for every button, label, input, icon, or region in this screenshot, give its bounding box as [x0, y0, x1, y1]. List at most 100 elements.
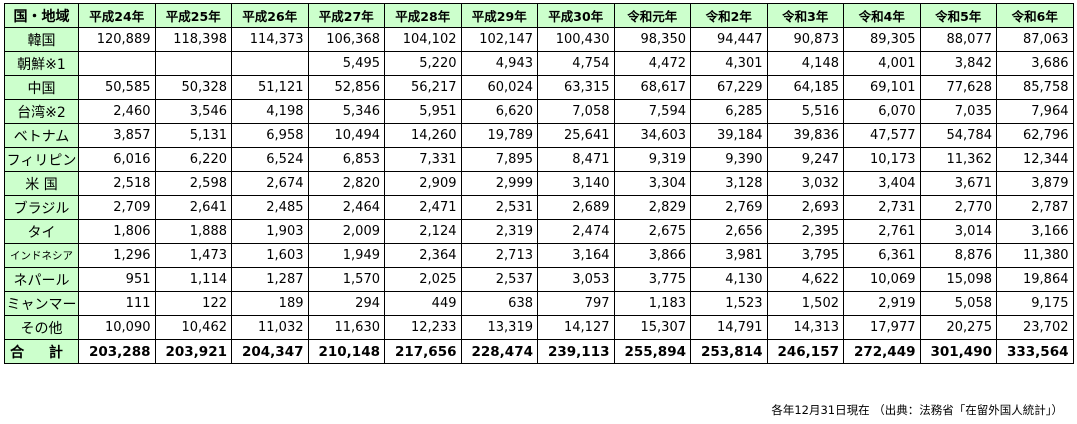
table-row: 台湾※2 2,460 3,546 4,198 5,346 5,951 6,620 7,058 7… [4, 99, 1074, 124]
value-cell: 3,795 [766, 243, 844, 268]
value-cell: 2,829 [613, 195, 691, 220]
country-label: ブラジル [4, 195, 79, 220]
value-cell: 4,198 [231, 99, 309, 124]
country-label: 韓国 [4, 27, 79, 52]
value-cell: 3,866 [613, 243, 691, 268]
table-body: 韓国 120,889 118,398 114,373 106,368 104,102 102… [4, 27, 1074, 364]
country-label: ミャンマー [4, 291, 79, 316]
source-note: 各年12月31日現在 （出典：法務省「在留外国人統計」） [771, 403, 1063, 417]
table-row: フィリピン 6,016 6,220 6,524 6,853 7,331 7,895 8,471… [4, 147, 1074, 172]
year-header: 令和4年 [843, 3, 921, 28]
value-cell: 87,063 [996, 27, 1074, 52]
table-row: ネパール 951 1,114 1,287 1,570 2,025 2,537 3,053 3,7… [4, 267, 1074, 292]
value-cell: 1,949 [307, 243, 385, 268]
value-cell: 19,789 [460, 123, 538, 148]
value-cell: 9,319 [613, 147, 691, 172]
value-cell: 1,183 [613, 291, 691, 316]
country-label: その他 [4, 315, 79, 340]
value-cell: 1,473 [154, 243, 232, 268]
table-row: 中国 50,585 50,328 51,121 52,856 56,217 60,024 63… [4, 75, 1074, 100]
table-row: タイ 1,806 1,888 1,903 2,009 2,124 2,319 2,474 2,6… [4, 219, 1074, 244]
total-cell: 272,449 [843, 339, 921, 364]
value-cell: 14,127 [537, 315, 615, 340]
value-cell: 11,630 [307, 315, 385, 340]
value-cell: 5,495 [307, 51, 385, 76]
value-cell: 2,474 [537, 219, 615, 244]
value-cell: 4,001 [843, 51, 921, 76]
value-cell: 4,622 [766, 267, 844, 292]
value-cell: 3,775 [613, 267, 691, 292]
value-cell: 2,471 [384, 195, 462, 220]
corner-header: 国・地域 [4, 3, 79, 28]
value-cell: 2,598 [154, 171, 232, 196]
value-cell: 3,879 [996, 171, 1074, 196]
value-cell: 2,761 [843, 219, 921, 244]
value-cell: 2,656 [690, 219, 768, 244]
country-label: ネパール [4, 267, 79, 292]
value-cell: 88,077 [919, 27, 997, 52]
total-row: 合 計 203,288 203,921 204,347 210,148 217,656 22… [4, 339, 1074, 364]
country-label: 中国 [4, 75, 79, 100]
value-cell: 85,758 [996, 75, 1074, 100]
value-cell: 4,148 [766, 51, 844, 76]
value-cell: 3,981 [690, 243, 768, 268]
value-cell: 6,070 [843, 99, 921, 124]
value-cell: 114,373 [231, 27, 309, 52]
table-row: 韓国 120,889 118,398 114,373 106,368 104,102 102… [4, 27, 1074, 52]
value-cell: 17,977 [843, 315, 921, 340]
value-cell: 4,754 [537, 51, 615, 76]
year-header: 令和2年 [690, 3, 768, 28]
value-cell: 8,471 [537, 147, 615, 172]
value-cell: 1,523 [690, 291, 768, 316]
value-cell: 2,460 [78, 99, 156, 124]
country-label: フィリピン [4, 147, 79, 172]
value-cell: 9,390 [690, 147, 768, 172]
value-cell: 797 [537, 291, 615, 316]
value-cell: 2,025 [384, 267, 462, 292]
value-cell: 951 [78, 267, 156, 292]
total-cell: 239,113 [537, 339, 615, 364]
value-cell: 2,364 [384, 243, 462, 268]
value-cell: 23,702 [996, 315, 1074, 340]
value-cell: 1,888 [154, 219, 232, 244]
year-header: 令和元年 [613, 3, 691, 28]
value-cell: 2,919 [843, 291, 921, 316]
value-cell: 2,009 [307, 219, 385, 244]
value-cell: 14,791 [690, 315, 768, 340]
value-cell: 3,032 [766, 171, 844, 196]
value-cell: 100,430 [537, 27, 615, 52]
value-cell [231, 51, 309, 76]
total-cell: 203,921 [154, 339, 232, 364]
value-cell: 62,796 [996, 123, 1074, 148]
value-cell: 98,350 [613, 27, 691, 52]
value-cell: 6,361 [843, 243, 921, 268]
value-cell: 4,943 [460, 51, 538, 76]
value-cell: 2,395 [766, 219, 844, 244]
value-cell: 10,090 [78, 315, 156, 340]
value-cell: 2,518 [78, 171, 156, 196]
total-cell: 301,490 [919, 339, 997, 364]
value-cell [78, 51, 156, 76]
value-cell: 7,058 [537, 99, 615, 124]
value-cell: 12,344 [996, 147, 1074, 172]
value-cell: 2,731 [843, 195, 921, 220]
value-cell: 2,319 [460, 219, 538, 244]
value-cell: 7,964 [996, 99, 1074, 124]
value-cell: 3,686 [996, 51, 1074, 76]
value-cell [154, 51, 232, 76]
value-cell: 102,147 [460, 27, 538, 52]
year-header: 令和5年 [919, 3, 997, 28]
value-cell: 5,131 [154, 123, 232, 148]
year-header: 令和3年 [766, 3, 844, 28]
value-cell: 7,895 [460, 147, 538, 172]
value-cell: 67,229 [690, 75, 768, 100]
total-cell: 333,564 [996, 339, 1074, 364]
value-cell: 14,313 [766, 315, 844, 340]
total-cell: 255,894 [613, 339, 691, 364]
value-cell: 90,873 [766, 27, 844, 52]
value-cell: 2,537 [460, 267, 538, 292]
value-cell: 3,166 [996, 219, 1074, 244]
value-cell: 4,301 [690, 51, 768, 76]
header-row: 国・地域 平成24年 平成25年 平成26年 平成27年 平成28年 平成29年 平成30年… [4, 3, 1074, 28]
value-cell: 1,570 [307, 267, 385, 292]
